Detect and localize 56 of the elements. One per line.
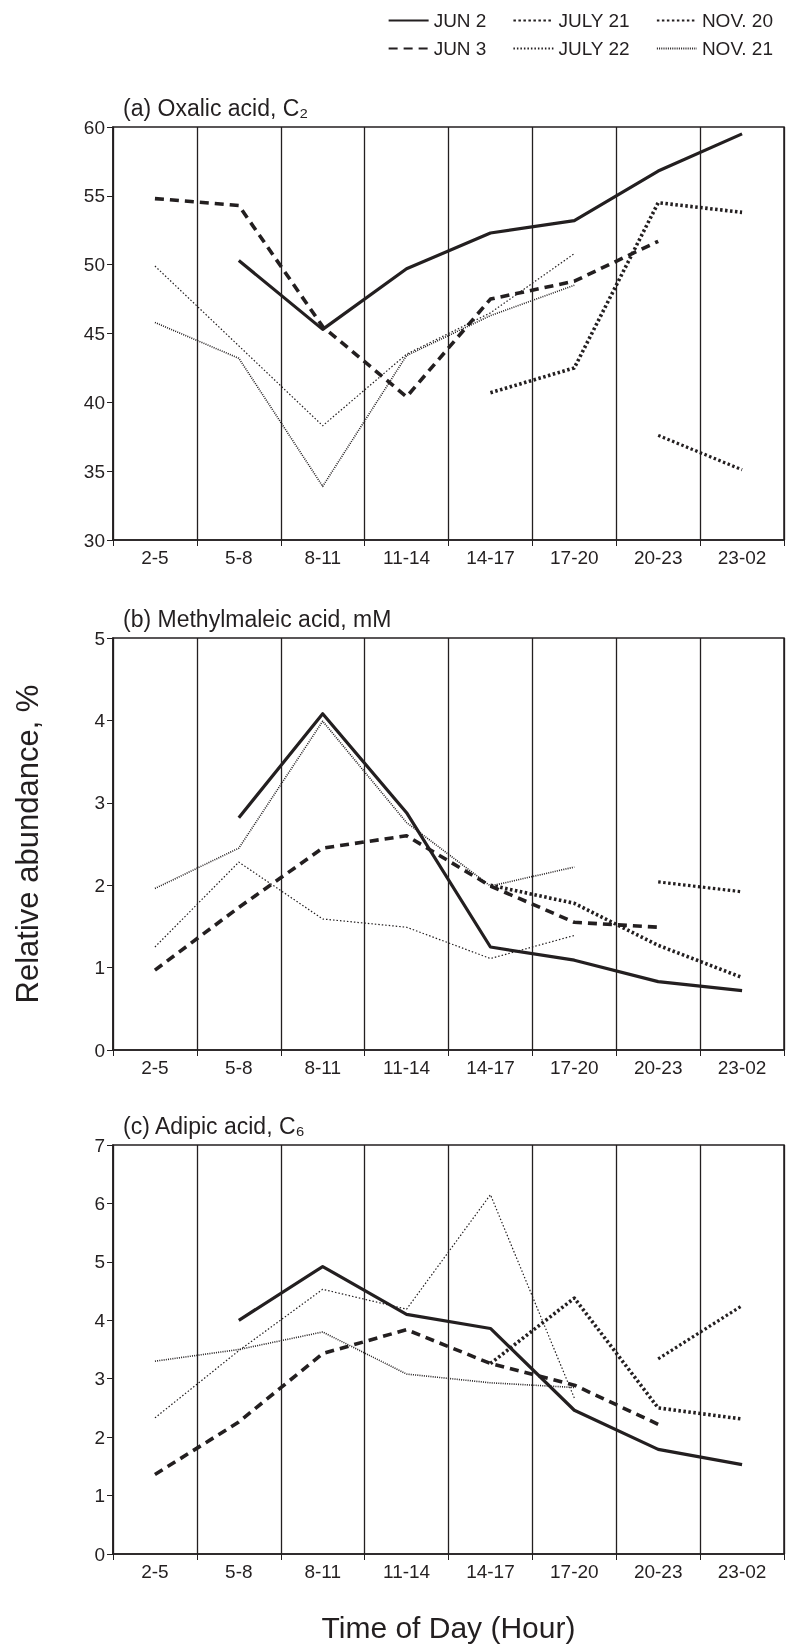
legend-label: JUN 2 <box>433 10 487 31</box>
y-tick-label: 60 <box>83 116 105 138</box>
chart-title: (c) Adipic acid, C₆ <box>123 1112 305 1139</box>
x-tick-label: 20-23 <box>633 1561 683 1582</box>
x-tick-label: 11-14 <box>382 1057 431 1078</box>
y-tick-label: 5 <box>94 1251 105 1273</box>
x-axis-title: Time of Day (Hour) <box>321 1610 576 1644</box>
x-tick-label: 11-14 <box>382 547 431 568</box>
y-tick-label: 3 <box>94 792 105 814</box>
chart-title: (a) Oxalic acid, C₂ <box>123 94 309 121</box>
x-tick-label: 2-5 <box>141 547 169 568</box>
y-tick-label: 6 <box>94 1192 105 1214</box>
x-tick-label: 5-8 <box>225 547 253 568</box>
y-tick-label: 45 <box>83 323 105 344</box>
legend-label: JULY 21 <box>558 10 630 31</box>
y-tick-label: 3 <box>94 1368 105 1390</box>
y-tick-label: 5 <box>94 627 105 649</box>
y-tick-label: 0 <box>94 1039 105 1061</box>
legend-label: NOV. 20 <box>701 10 773 31</box>
legend-label: NOV. 21 <box>701 38 773 59</box>
y-tick-label: 35 <box>83 460 105 482</box>
x-tick-label: 23-02 <box>717 1057 767 1078</box>
y-tick-label: 55 <box>83 185 105 207</box>
y-tick-label: 2 <box>94 1426 105 1448</box>
x-tick-label: 20-23 <box>633 1057 683 1078</box>
x-tick-label: 17-20 <box>550 1561 599 1582</box>
y-tick-label: 1 <box>94 957 105 979</box>
x-tick-label: 2-5 <box>141 1057 169 1078</box>
y-tick-label: 1 <box>94 1485 105 1507</box>
y-tick-label: 50 <box>83 254 105 276</box>
x-tick-label: 8-11 <box>304 547 341 568</box>
y-tick-label: 40 <box>83 391 105 413</box>
x-tick-label: 20-23 <box>633 547 683 568</box>
x-tick-label: 11-14 <box>382 1561 431 1582</box>
x-tick-label: 14-17 <box>466 1057 515 1078</box>
y-tick-label: 4 <box>94 1309 106 1331</box>
x-tick-label: 8-11 <box>304 1057 341 1078</box>
y-tick-label: 0 <box>94 1543 105 1565</box>
y-tick-label: 7 <box>94 1134 105 1156</box>
x-tick-label: 8-11 <box>304 1561 341 1582</box>
x-tick-label: 5-8 <box>225 1057 253 1078</box>
y-tick-label: 4 <box>94 709 106 731</box>
x-tick-label: 2-5 <box>141 1561 169 1582</box>
legend-label: JULY 22 <box>558 38 630 59</box>
x-tick-label: 23-02 <box>717 547 767 568</box>
x-tick-label: 17-20 <box>550 1057 599 1078</box>
y-tick-label: 30 <box>83 529 105 551</box>
x-tick-label: 14-17 <box>466 547 515 568</box>
x-tick-label: 23-02 <box>717 1561 767 1582</box>
x-tick-label: 5-8 <box>225 1561 253 1582</box>
x-tick-label: 17-20 <box>550 547 599 568</box>
y-tick-label: 2 <box>94 874 105 896</box>
x-tick-label: 14-17 <box>466 1561 515 1582</box>
legend-label: JUN 3 <box>433 38 487 59</box>
y-axis-title: Relative abundance, % <box>10 684 45 1004</box>
chart-title: (b) Methylmaleic acid, mM <box>123 605 392 632</box>
